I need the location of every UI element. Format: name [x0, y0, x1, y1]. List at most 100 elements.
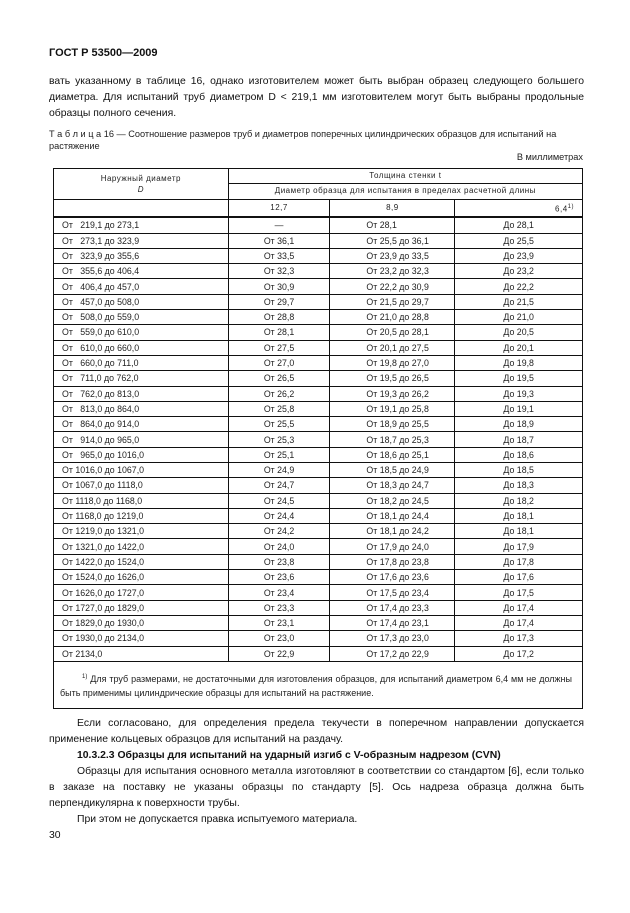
table-cell: От 219,1 до 273,1	[53, 216, 229, 234]
table-cell: От 1219,0 до 1321,0	[53, 523, 229, 540]
table-cell: От 24,0	[227, 538, 331, 555]
column-header-diameter: Наружный диаметр D	[53, 168, 229, 200]
table-cell: От 355,6 до 406,4	[53, 263, 229, 280]
column-header-12-7: 12,7	[227, 198, 331, 219]
table-row: От 1321,0 до 1422,0 От 24,0 От 17,9 до 24,…	[53, 538, 583, 555]
table-cell: До 17,2	[454, 645, 583, 662]
table-cell: От 1168,0 до 1219,0	[53, 507, 229, 525]
data-table: Наружный диаметр D Толщина стенки t Диам…	[53, 167, 584, 709]
footnote-text: Для труб размерами, не достаточными для …	[60, 673, 572, 698]
table-cell: От 610,0 до 660,0	[53, 339, 229, 356]
table-cell: От 17,9 до 24,0	[329, 538, 456, 555]
table-cell: От 20,5 до 28,1	[329, 324, 456, 341]
table-cell: От 559,0 до 610,0	[53, 324, 229, 341]
table-row: От 1524,0 до 1626,0 От 23,6 От 17,6 до 23,…	[53, 569, 583, 586]
column-header-8-9: 8,9	[329, 198, 456, 219]
table-cell: От 914,0 до 965,0	[53, 431, 229, 448]
header-empty	[53, 198, 229, 219]
section-heading: 10.3.2.3 Образцы для испытаний на ударны…	[77, 750, 501, 761]
table-row: От 273,1 до 323,9 От 36,1 От 25,5 до 36,1 Д…	[53, 232, 583, 249]
table-cell: От 17,8 до 23,8	[329, 553, 456, 571]
table-row: От 711,0 до 762,0 От 26,5 От 19,5 до 26,5 Д…	[53, 370, 583, 387]
table-cell: От 17,4 до 23,1	[329, 614, 456, 632]
table-row: От 610,0 до 660,0 От 27,5 От 20,1 до 27,5 Д…	[53, 339, 583, 356]
table-cell: От 762,0 до 813,0	[53, 385, 229, 402]
table-row: От 1168,0 до 1219,0 От 24,4 От 18,1 до 24,…	[53, 507, 583, 525]
table-cell: До 19,1	[454, 400, 583, 418]
table-cell: От 17,4 до 23,3	[329, 599, 456, 616]
table-cell: До 22,2	[454, 278, 583, 295]
table-cell: От 19,5 до 26,5	[329, 370, 456, 387]
table-cell: От 17,2 до 22,9	[329, 645, 456, 662]
table-cell: От 25,3	[227, 431, 331, 448]
table-cell: От 457,0 до 508,0	[53, 293, 229, 311]
table-cell: До 18,1	[454, 523, 583, 540]
table-row: От 2134,0 От 22,9 От 17,2 до 22,9 До 17,2	[53, 645, 583, 662]
table-row: От 1626,0 до 1727,0 От 23,4 От 17,5 до 23,…	[53, 584, 583, 601]
table-cell: До 18,3	[454, 477, 583, 494]
table-cell: От 32,3	[227, 263, 331, 280]
table-cell: До 25,5	[454, 232, 583, 249]
column-header-6-4: 6,41)	[454, 198, 583, 219]
table-cell: До 17,4	[454, 599, 583, 616]
table-cell: От 27,5	[227, 339, 331, 356]
table-row: От 1118,0 до 1168,0 От 24,5 От 18,2 до 24,…	[53, 492, 583, 509]
paragraph-no-straightening: При этом не допускается правка испытуемо…	[77, 814, 358, 825]
table-cell: От 27,0	[227, 354, 331, 372]
table-cell: До 23,9	[454, 247, 583, 265]
table-cell: От 18,3 до 24,7	[329, 477, 456, 494]
table-cell: От 23,6	[227, 569, 331, 586]
table-cell: От 18,1 до 24,4	[329, 507, 456, 525]
table-cell: До 20,5	[454, 324, 583, 341]
table-cell: До 17,6	[454, 569, 583, 586]
table-cell: До 18,5	[454, 461, 583, 479]
page-number: 30	[49, 830, 61, 841]
table-cell: От 1930,0 до 2134,0	[53, 630, 229, 647]
table-cell: До 18,1	[454, 507, 583, 525]
table-cell: От 17,5 до 23,4	[329, 584, 456, 601]
table-cell: От 1118,0 до 1168,0	[53, 492, 229, 509]
table-cell: От 23,9 до 33,5	[329, 247, 456, 265]
table-cell: От 21,0 до 28,8	[329, 309, 456, 326]
table-cell: От 273,1 до 323,9	[53, 232, 229, 249]
header-value: 6,4	[555, 204, 568, 214]
table-cell: До 17,9	[454, 538, 583, 555]
table-cell: От 30,9	[227, 278, 331, 295]
table-cell: От 1727,0 до 1829,0	[53, 599, 229, 616]
table-row: От 762,0 до 813,0 От 26,2 От 19,3 до 26,2 Д…	[53, 385, 583, 402]
table-cell: От 1829,0 до 1930,0	[53, 614, 229, 632]
table-row: От 1422,0 до 1524,0 От 23,8 От 17,8 до 23,…	[53, 553, 583, 571]
table-cell: До 23,2	[454, 263, 583, 280]
table-row: От 1727,0 до 1829,0 От 23,3 От 17,4 до 23,…	[53, 599, 583, 616]
table-cell: От 29,7	[227, 293, 331, 311]
paragraph-ring-specimens: Если согласовано, для определения предел…	[49, 718, 584, 745]
header-symbol: D	[137, 184, 144, 194]
table-cell: От 1016,0 до 1067,0	[53, 461, 229, 479]
table-cell: От 1067,0 до 1118,0	[53, 477, 229, 494]
table-row: От 660,0 до 711,0 От 27,0 От 19,8 до 27,0 Д…	[53, 354, 583, 372]
table-caption: Т а б л и ц а 16 — Соотношение размеров …	[49, 129, 557, 151]
table-cell: От 26,5	[227, 370, 331, 387]
table-cell: До 17,4	[454, 614, 583, 632]
table-row: От 508,0 до 559,0 От 28,8 От 21,0 до 28,8 Д…	[53, 309, 583, 326]
table-row: От 914,0 до 965,0 От 25,3 От 18,7 до 25,3 Д…	[53, 431, 583, 448]
table-cell: От 406,4 до 457,0	[53, 278, 229, 295]
table-cell: От 18,1 до 24,2	[329, 523, 456, 540]
table-cell: От 1524,0 до 1626,0	[53, 569, 229, 586]
table-cell: От 25,8	[227, 400, 331, 418]
table-cell: От 24,4	[227, 507, 331, 525]
table-cell: От 28,1	[329, 216, 456, 234]
table-row: От 1930,0 до 2134,0 От 23,0 От 17,3 до 23,…	[53, 630, 583, 647]
table-cell: От 25,5	[227, 416, 331, 433]
table-cell: До 19,8	[454, 354, 583, 372]
table-cell: От 24,9	[227, 461, 331, 479]
table-row: От 559,0 до 610,0 От 28,1 От 20,5 до 28,1 Д…	[53, 324, 583, 341]
table-cell: От 24,5	[227, 492, 331, 509]
table-cell: От 28,8	[227, 309, 331, 326]
table-cell: От 864,0 до 914,0	[53, 416, 229, 433]
table-cell: До 17,3	[454, 630, 583, 647]
table-cell: От 23,0	[227, 630, 331, 647]
table-cell: От 23,8	[227, 553, 331, 571]
table-cell: От 19,8 до 27,0	[329, 354, 456, 372]
table-cell: От 20,1 до 27,5	[329, 339, 456, 356]
